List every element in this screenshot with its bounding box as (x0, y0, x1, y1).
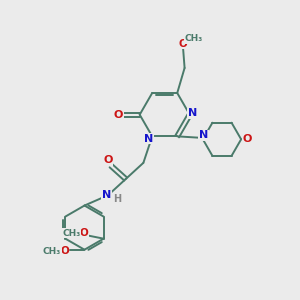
Text: CH₃: CH₃ (43, 247, 61, 256)
Text: CH₃: CH₃ (184, 34, 202, 43)
Text: O: O (242, 134, 252, 144)
Text: N: N (102, 190, 111, 200)
Text: O: O (179, 38, 188, 49)
Text: O: O (60, 246, 69, 256)
Text: N: N (188, 108, 197, 118)
Text: CH₃: CH₃ (62, 229, 80, 238)
Text: N: N (144, 134, 153, 144)
Text: O: O (113, 110, 123, 120)
Text: O: O (103, 155, 113, 166)
Text: O: O (79, 228, 88, 239)
Text: H: H (113, 194, 121, 204)
Text: N: N (199, 130, 208, 140)
